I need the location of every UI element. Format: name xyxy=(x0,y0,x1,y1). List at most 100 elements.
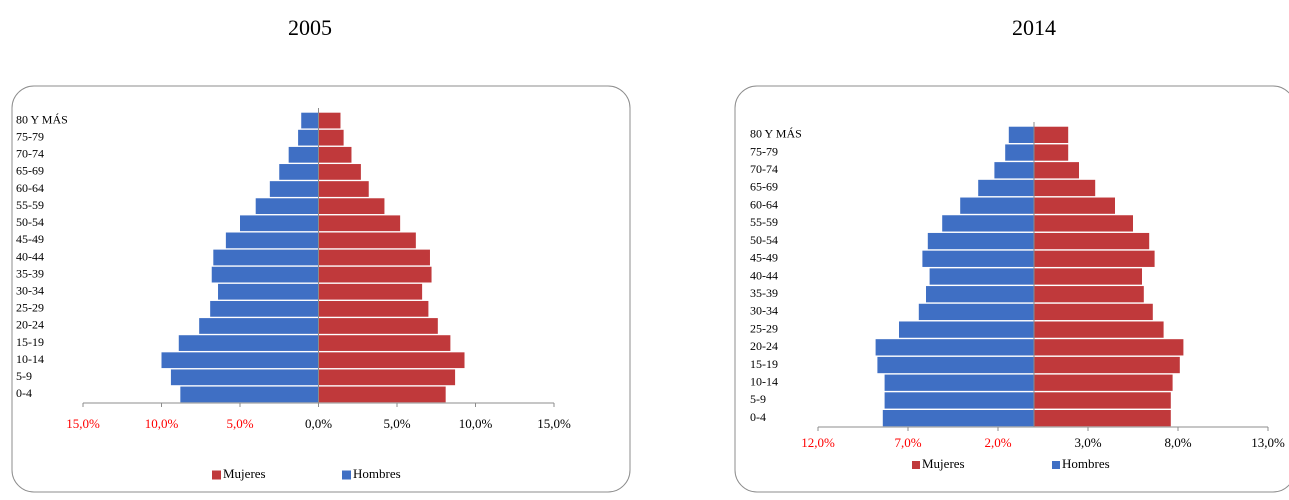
bar xyxy=(1034,303,1153,321)
bar xyxy=(1034,268,1142,285)
bar xyxy=(922,250,1034,267)
bar xyxy=(318,215,401,232)
bar xyxy=(161,352,319,369)
bar xyxy=(1034,286,1144,303)
y-tick-label: 60-64 xyxy=(750,197,778,211)
bar xyxy=(1034,144,1069,161)
bar xyxy=(1034,321,1164,338)
chart-title: 2005 xyxy=(288,15,332,40)
bar xyxy=(318,318,438,334)
x-tick-label: 12,0% xyxy=(801,435,835,450)
bar xyxy=(240,215,319,232)
bar xyxy=(318,164,361,180)
y-tick-label: 80 Y MÁS xyxy=(750,127,802,141)
bar xyxy=(210,300,319,317)
y-tick-label: 20-24 xyxy=(16,318,44,332)
bar xyxy=(318,112,341,129)
bar xyxy=(884,392,1034,409)
y-tick-label: 45-49 xyxy=(750,251,778,265)
bar xyxy=(884,374,1034,391)
bar xyxy=(279,164,319,180)
bar xyxy=(213,249,319,266)
y-tick-label: 35-39 xyxy=(750,286,778,300)
legend-label: Mujeres xyxy=(922,456,965,471)
y-tick-label: 50-54 xyxy=(750,233,778,247)
bar xyxy=(942,215,1034,232)
bar xyxy=(288,146,319,163)
x-tick-label: 7,0% xyxy=(894,435,921,450)
bar xyxy=(1034,197,1115,214)
bar xyxy=(926,286,1034,303)
bar xyxy=(318,352,465,369)
bar xyxy=(318,283,423,300)
bar xyxy=(918,303,1034,321)
legend-swatch xyxy=(912,461,920,469)
x-tick-label: 13,0% xyxy=(1251,435,1285,450)
x-tick-label: 8,0% xyxy=(1164,435,1191,450)
bar xyxy=(1034,410,1171,427)
legend-label: Mujeres xyxy=(223,466,266,481)
bar xyxy=(1034,162,1079,179)
x-tick-label: 3,0% xyxy=(1074,435,1101,450)
bar xyxy=(994,162,1034,179)
chart-title: 2014 xyxy=(1012,15,1056,40)
x-tick-label: 0,0% xyxy=(305,416,332,431)
bar xyxy=(875,339,1034,356)
x-tick-label: 5,0% xyxy=(226,416,253,431)
bar xyxy=(269,181,319,197)
bar xyxy=(180,386,319,403)
y-tick-label: 30-34 xyxy=(16,283,44,297)
bar xyxy=(301,112,319,129)
bar xyxy=(1034,215,1133,232)
bar xyxy=(1034,179,1096,197)
legend-swatch xyxy=(342,470,351,480)
y-tick-label: 0-4 xyxy=(16,386,32,400)
y-tick-label: 40-44 xyxy=(750,268,778,282)
y-tick-label: 65-69 xyxy=(750,180,778,194)
x-tick-label: 10,0% xyxy=(459,416,493,431)
y-tick-label: 80 Y MÁS xyxy=(16,112,68,126)
y-tick-label: 15-19 xyxy=(750,357,778,371)
y-tick-label: 60-64 xyxy=(16,181,44,195)
bar xyxy=(318,129,344,146)
bar xyxy=(255,198,319,215)
bar xyxy=(882,410,1034,427)
bar xyxy=(318,386,446,403)
y-tick-label: 30-34 xyxy=(750,304,778,318)
y-tick-label: 55-59 xyxy=(16,198,44,212)
bar xyxy=(170,369,319,386)
bar xyxy=(318,146,352,163)
x-tick-label: 15,0% xyxy=(66,416,100,431)
bar xyxy=(1034,339,1184,356)
bar xyxy=(978,179,1034,197)
y-tick-label: 50-54 xyxy=(16,215,44,229)
y-tick-label: 10-14 xyxy=(16,352,44,366)
x-tick-label: 5,0% xyxy=(383,416,410,431)
y-tick-label: 35-39 xyxy=(16,266,44,280)
bar xyxy=(318,249,430,266)
bar xyxy=(318,369,456,386)
y-tick-label: 10-14 xyxy=(750,374,778,388)
bar xyxy=(318,232,416,249)
bar xyxy=(298,129,319,146)
y-tick-label: 70-74 xyxy=(16,147,44,161)
y-tick-label: 65-69 xyxy=(16,164,44,178)
x-tick-label: 10,0% xyxy=(145,416,179,431)
y-tick-label: 25-29 xyxy=(750,321,778,335)
bar xyxy=(211,266,319,283)
bar xyxy=(1034,374,1173,391)
bar xyxy=(1005,144,1034,161)
bar xyxy=(225,232,319,249)
y-tick-label: 55-59 xyxy=(750,215,778,229)
bar xyxy=(199,318,319,334)
y-tick-label: 5-9 xyxy=(16,369,32,383)
bar xyxy=(318,181,369,197)
y-tick-label: 70-74 xyxy=(750,162,778,176)
y-tick-label: 45-49 xyxy=(16,232,44,246)
x-tick-label: 15,0% xyxy=(537,416,571,431)
bar xyxy=(178,335,319,351)
y-tick-label: 15-19 xyxy=(16,335,44,349)
y-tick-label: 20-24 xyxy=(750,339,778,353)
y-tick-label: 40-44 xyxy=(16,249,44,263)
